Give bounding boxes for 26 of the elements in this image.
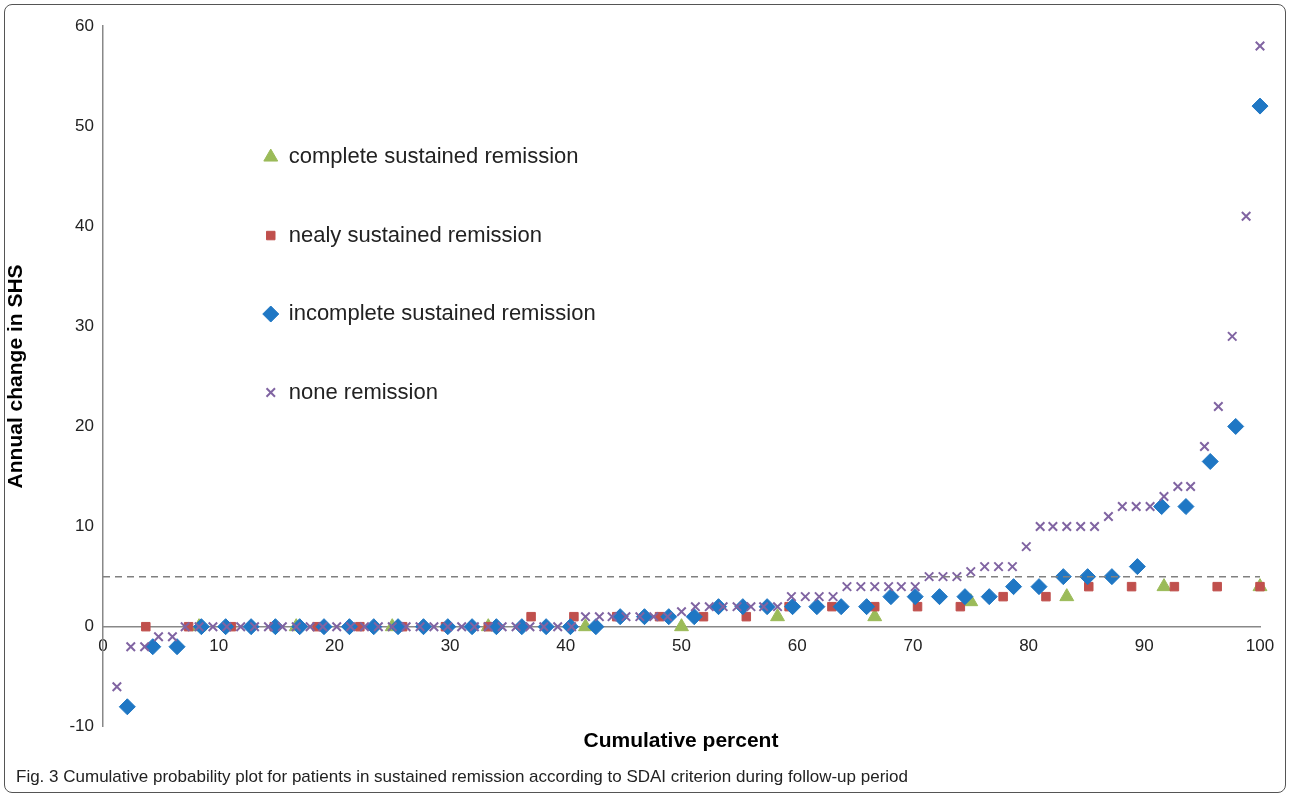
x-tick-label: 50	[672, 635, 691, 655]
x-tick-label: 60	[787, 635, 807, 655]
y-tick-label: 60	[75, 15, 94, 35]
x-axis-title: Cumulative percent	[582, 728, 780, 752]
legend-label: none remission	[288, 378, 438, 404]
legend-label: complete sustained remission	[288, 143, 579, 169]
x-tick-label: 90	[1134, 635, 1154, 655]
y-tick-label: 0	[84, 616, 94, 636]
y-tick-label: 20	[75, 416, 94, 436]
legend-label: nealy sustained remission	[288, 221, 542, 247]
x-tick-label: 70	[903, 635, 923, 655]
y-tick-label: 50	[75, 115, 94, 135]
x-tick-label: 100	[1245, 635, 1275, 655]
x-tick-label: 20	[324, 635, 344, 655]
y-tick-label: 30	[75, 316, 94, 336]
y-tick-label: 40	[75, 215, 94, 235]
y-tick-label: -10	[69, 716, 94, 736]
y-tick-label: 10	[75, 516, 94, 536]
x-tick-label: 10	[209, 635, 229, 655]
caption: Fig. 3 Cumulative probability plot for patients in sustained remission according to SDAI criterion during follow-up period	[16, 767, 908, 787]
x-tick-label: 40	[556, 635, 576, 655]
x-tick-label: 0	[98, 635, 108, 655]
x-tick-label: 30	[440, 635, 460, 655]
y-axis-title: Annual change in SHS	[3, 264, 27, 489]
x-tick-label: 80	[1019, 635, 1039, 655]
legend-label: incomplete sustained remission	[288, 300, 596, 326]
